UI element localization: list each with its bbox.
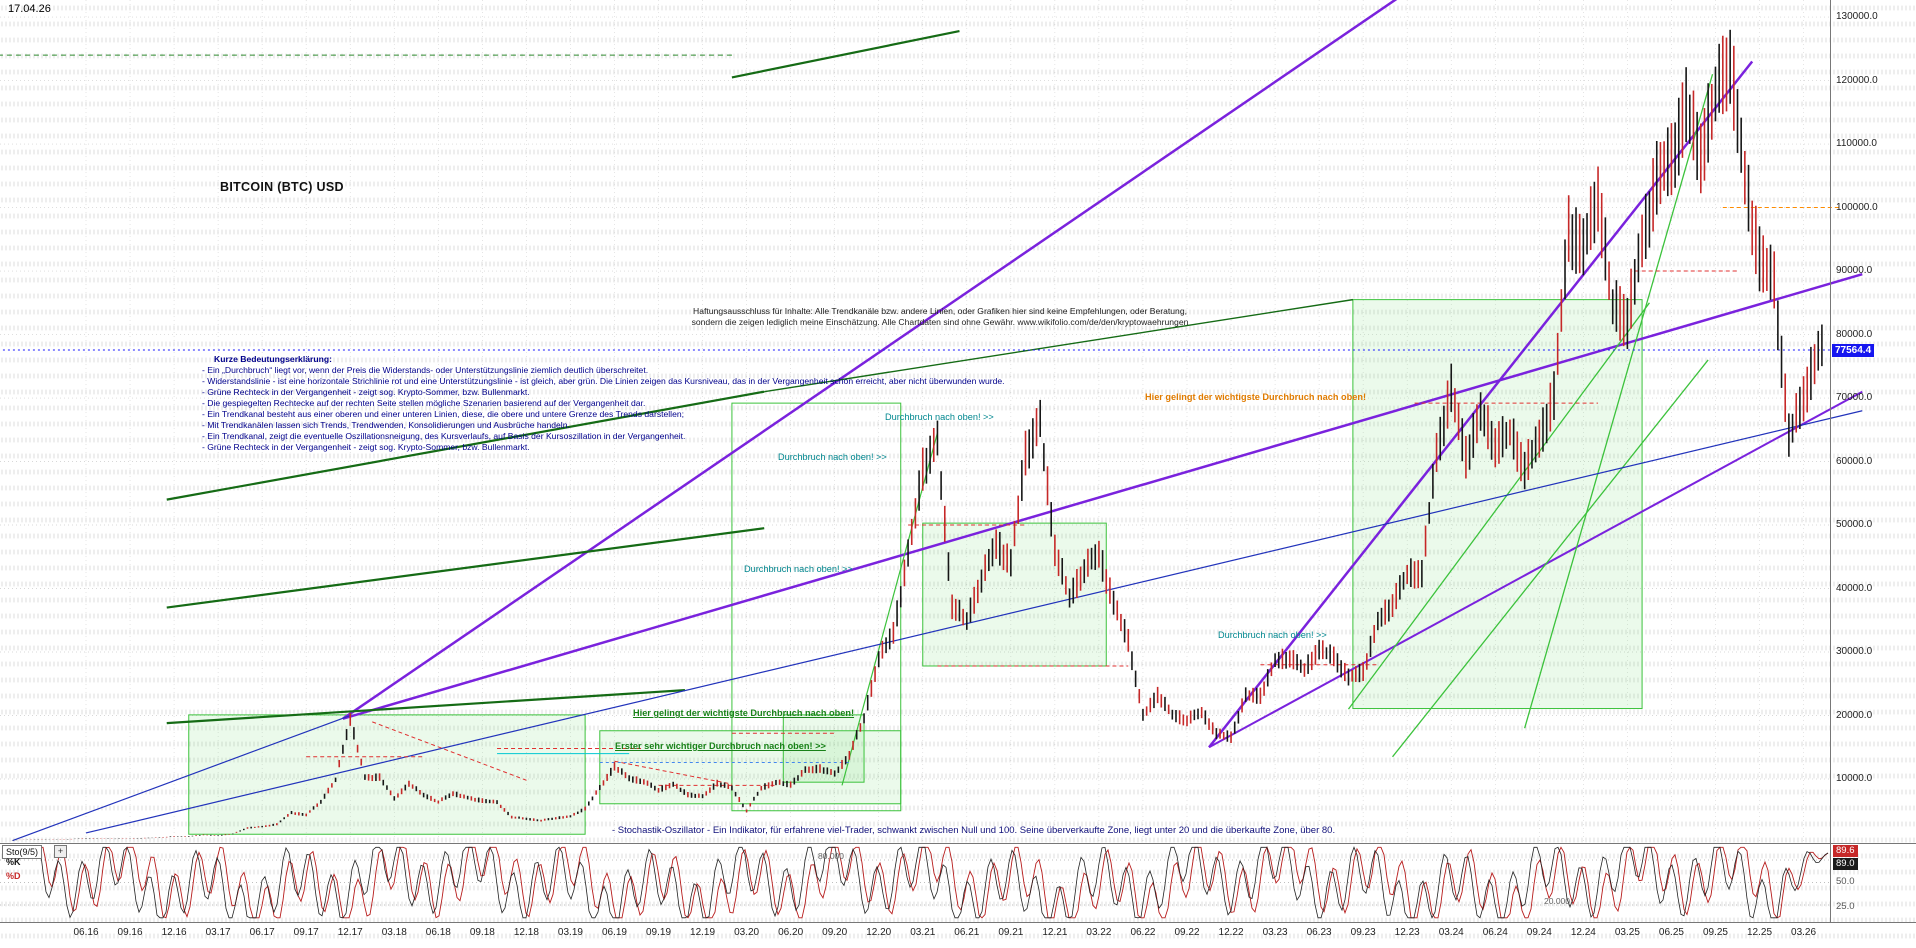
disclaimer-line-1: Haftungsausschluss für Inhalte: Alle Tre… bbox=[693, 306, 1187, 316]
oscillator-value-tag: 89.0 bbox=[1833, 858, 1858, 870]
time-axis-label: 09.25 bbox=[1702, 927, 1728, 938]
current-price-tag: 77564.4 bbox=[1832, 344, 1875, 357]
time-axis-label: 09.19 bbox=[646, 927, 672, 938]
legend-line: - Ein „Durchbruch“ liegt vor, wenn der P… bbox=[202, 365, 649, 375]
price-axis-label: 120000.0 bbox=[1836, 74, 1878, 86]
time-axis-label: 03.19 bbox=[557, 927, 583, 938]
price-axis-label: 10000.0 bbox=[1836, 773, 1873, 784]
grid-layer bbox=[0, 0, 1830, 842]
time-axis-label: 09.21 bbox=[998, 927, 1024, 938]
time-axis-label: 09.18 bbox=[469, 927, 495, 938]
time-axis-label: 12.21 bbox=[1042, 927, 1068, 938]
time-axis-label: 03.26 bbox=[1791, 927, 1817, 938]
legend-line: - Mit Trendkanälen lassen sich Trends, T… bbox=[202, 420, 570, 430]
time-axis-label: 12.17 bbox=[337, 927, 363, 938]
price-axis-label: 60000.0 bbox=[1836, 455, 1873, 467]
time-axis-label: 03.22 bbox=[1086, 927, 1112, 938]
price-axis-label: 70000.0 bbox=[1836, 392, 1873, 404]
time-axis-label: 12.19 bbox=[690, 927, 716, 938]
time-axis-label: 06.25 bbox=[1658, 927, 1684, 938]
price-axis-label: 100000.0 bbox=[1836, 201, 1878, 213]
time-axis: 06.16 09.16 12.16 03.17 06.17 09.17 12.17 03.18… bbox=[0, 927, 1916, 943]
time-axis-label: 12.24 bbox=[1570, 927, 1596, 938]
indicator-expand-icon[interactable]: + bbox=[54, 845, 67, 858]
price-axis: 130000.0 120000.0 110000.0 100000.0 90000.0 8… bbox=[1836, 0, 1914, 948]
breakout-annotation: Hier gelingt der wichtigste Durchbruch n… bbox=[633, 708, 855, 718]
time-axis-label: 09.16 bbox=[117, 927, 143, 938]
time-axis-label: 09.24 bbox=[1526, 927, 1552, 938]
legend-line: - Widerstandslinie - ist eine horizontal… bbox=[202, 376, 1005, 386]
oscillator-value-tag: 25.0 bbox=[1836, 901, 1855, 912]
price-axis-label: 40000.0 bbox=[1836, 582, 1873, 594]
time-axis-label: 09.20 bbox=[822, 927, 848, 938]
stochastic-d-label: %D bbox=[6, 871, 21, 881]
oscillator-layer bbox=[0, 846, 1830, 919]
price-axis-label: 20000.0 bbox=[1836, 709, 1873, 721]
time-axis-label: 03.20 bbox=[734, 927, 760, 938]
trendlines-layer bbox=[12, 0, 1863, 842]
time-axis-label: 09.23 bbox=[1350, 927, 1376, 938]
breakout-annotation: Durchbruch nach oben! >> bbox=[885, 412, 994, 422]
oscillator-value-tag: 89.6 bbox=[1833, 845, 1858, 857]
legend-block: Kurze Bedeutungserklärung: - Ein „Durchb… bbox=[202, 354, 1005, 453]
time-axis-label: 12.18 bbox=[513, 927, 539, 938]
time-axis-label: 12.16 bbox=[161, 927, 187, 938]
time-axis-label: 06.24 bbox=[1482, 927, 1508, 938]
time-axis-label: 09.22 bbox=[1174, 927, 1200, 938]
frame-layer bbox=[0, 0, 1916, 923]
price-axis-label: 50000.0 bbox=[1836, 519, 1873, 531]
time-axis-label: 03.18 bbox=[381, 927, 407, 938]
price-axis-label: 80000.0 bbox=[1836, 328, 1873, 340]
chart-title: BITCOIN (BTC) USD bbox=[220, 180, 344, 194]
oscillator-level-label: 80.000 bbox=[818, 851, 844, 861]
time-axis-label: 06.20 bbox=[778, 927, 804, 938]
time-axis-label: 06.18 bbox=[425, 927, 451, 938]
legend-line: - Ein Trendkanal besteht aus einer obere… bbox=[202, 409, 685, 419]
time-axis-label: 12.25 bbox=[1747, 927, 1773, 938]
legend-line: - Grüne Rechteck in der Vergangenheit - … bbox=[202, 442, 530, 452]
levels-layer bbox=[0, 54, 1863, 786]
candles-layer bbox=[11, 29, 1823, 841]
time-axis-label: 12.20 bbox=[866, 927, 892, 938]
time-axis-label: 03.25 bbox=[1614, 927, 1640, 938]
price-axis-label: 130000.0 bbox=[1836, 11, 1878, 23]
time-axis-label: 06.21 bbox=[954, 927, 980, 938]
price-axis-label: 30000.0 bbox=[1836, 646, 1873, 658]
legend-line: - Die gespiegelten Rechtecke auf der rec… bbox=[202, 398, 646, 408]
legend-line: - Grüne Rechteck in der Vergangenheit - … bbox=[202, 387, 530, 397]
oscillator-value-tag: 50.0 bbox=[1836, 876, 1855, 887]
legend-line: - Ein Trendkanal, zeigt die eventuelle O… bbox=[202, 431, 686, 441]
breakout-annotation: Erster sehr wichtiger Durchbruch nach ob… bbox=[615, 741, 826, 751]
time-axis-label: 03.24 bbox=[1438, 927, 1464, 938]
oscillator-level-label: 20.000 bbox=[1544, 896, 1570, 906]
chart-date-label: 17.04.26 bbox=[8, 3, 51, 15]
time-axis-label: 06.16 bbox=[73, 927, 99, 938]
stochastic-description: - Stochastik-Oszillator - Ein Indikator,… bbox=[612, 825, 1336, 836]
stochastic-k-label: %K bbox=[6, 857, 21, 867]
breakout-annotation: Durchbruch nach oben! >> bbox=[1218, 630, 1327, 640]
time-axis-label: 12.23 bbox=[1394, 927, 1420, 938]
disclaimer-line-2: sondern die zeigen lediglich meine Einsc… bbox=[691, 316, 1189, 327]
legend-heading: Kurze Bedeutungserklärung: bbox=[214, 354, 332, 364]
time-axis-label: 06.23 bbox=[1306, 927, 1332, 938]
time-axis-label: 03.23 bbox=[1262, 927, 1288, 938]
time-axis-label: 03.21 bbox=[910, 927, 936, 938]
price-axis-label: 110000.0 bbox=[1836, 138, 1877, 150]
time-axis-label: 09.17 bbox=[293, 927, 319, 938]
time-axis-label: 06.19 bbox=[601, 927, 627, 938]
disclaimer: Haftungsausschluss für Inhalte: Alle Tre… bbox=[640, 306, 1240, 327]
breakout-annotation: Durchbruch nach oben! >> bbox=[744, 564, 853, 574]
breakout-annotation: Hier gelingt der wichtigste Durchbruch n… bbox=[1145, 392, 1367, 402]
time-axis-label: 03.17 bbox=[205, 927, 231, 938]
time-axis-label: 06.22 bbox=[1130, 927, 1156, 938]
legend-lines: - Ein „Durchbruch“ liegt vor, wenn der P… bbox=[202, 365, 1005, 453]
time-axis-label: 12.22 bbox=[1218, 927, 1244, 938]
time-axis-label: 06.17 bbox=[249, 927, 275, 938]
breakout-annotation: Durchbruch nach oben! >> bbox=[778, 452, 887, 462]
stochastic-indicator-label[interactable]: Sto(9/5) bbox=[2, 845, 43, 859]
price-axis-label: 90000.0 bbox=[1836, 265, 1873, 277]
